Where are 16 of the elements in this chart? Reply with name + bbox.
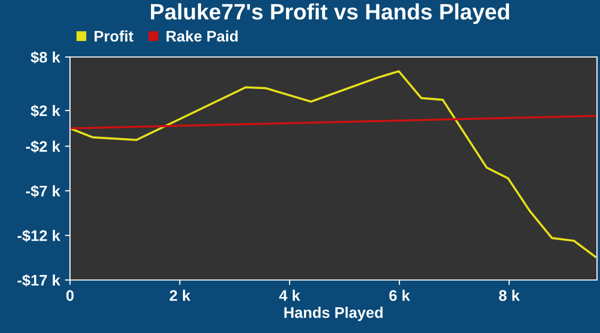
x-tick-label: 6 k bbox=[389, 290, 410, 301]
x-tick-label: 8 k bbox=[499, 290, 520, 301]
line-series bbox=[70, 70, 596, 258]
x-axis-title: Hands Played bbox=[284, 306, 383, 321]
chart-title: Paluke77's Profit vs Hands Played bbox=[150, 3, 510, 24]
legend-label: Rake Paid bbox=[166, 30, 238, 42]
y-tick-label: -$7 k bbox=[26, 184, 60, 198]
y-tick-label: -$12 k bbox=[18, 230, 60, 242]
y-tick-label: $2 k bbox=[30, 104, 60, 118]
y-tick-label: $8 k bbox=[30, 51, 60, 64]
x-tick-label: 0 bbox=[66, 290, 74, 301]
legend-label: Profit bbox=[94, 30, 134, 42]
y-tick-label: -$17 k bbox=[18, 274, 60, 287]
x-tick-label: 4 k bbox=[279, 290, 300, 301]
x-tick-label: 2 k bbox=[170, 290, 190, 301]
y-tick-label: -$2 k bbox=[26, 140, 60, 153]
